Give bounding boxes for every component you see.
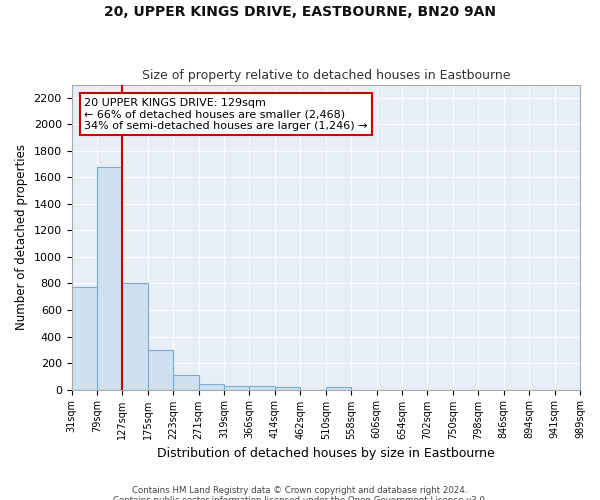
Bar [326, 387, 351, 390]
Bar [97, 167, 122, 390]
Bar [250, 386, 275, 390]
Bar [122, 284, 148, 390]
Text: Contains public sector information licensed under the Open Government Licence v3: Contains public sector information licen… [113, 496, 487, 500]
Text: 20 UPPER KINGS DRIVE: 129sqm
← 66% of detached houses are smaller (2,468)
34% of: 20 UPPER KINGS DRIVE: 129sqm ← 66% of de… [84, 98, 368, 131]
Text: 20, UPPER KINGS DRIVE, EASTBOURNE, BN20 9AN: 20, UPPER KINGS DRIVE, EASTBOURNE, BN20 … [104, 5, 496, 19]
Bar [148, 350, 173, 390]
Bar [224, 386, 250, 390]
Bar [173, 375, 199, 390]
X-axis label: Distribution of detached houses by size in Eastbourne: Distribution of detached houses by size … [157, 447, 494, 460]
Title: Size of property relative to detached houses in Eastbourne: Size of property relative to detached ho… [142, 69, 510, 82]
Bar [275, 387, 301, 390]
Text: Contains HM Land Registry data © Crown copyright and database right 2024.: Contains HM Land Registry data © Crown c… [132, 486, 468, 495]
Bar [71, 288, 97, 390]
Bar [199, 384, 224, 390]
Y-axis label: Number of detached properties: Number of detached properties [15, 144, 28, 330]
